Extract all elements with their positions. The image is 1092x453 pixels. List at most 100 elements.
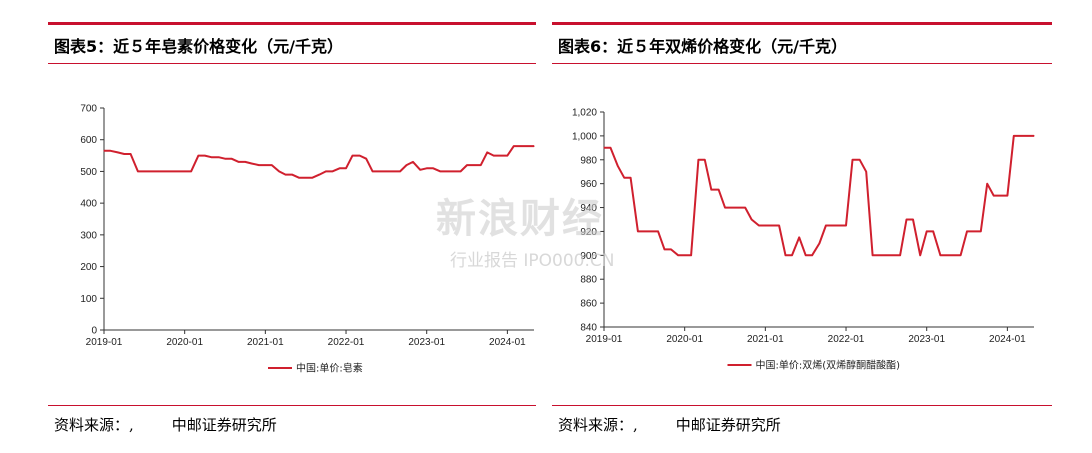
series-line [104,145,534,179]
data-point [791,254,793,256]
x-tick-label: 2019-01 [586,334,623,345]
data-point [452,170,454,172]
data-point [365,158,367,160]
data-point [663,248,666,250]
data-point [839,224,841,227]
y-tick-label: 860 [580,299,597,310]
data-point [204,155,206,157]
data-point [609,147,612,149]
data-point [778,224,780,227]
data-point [623,177,625,179]
data-point [805,254,807,256]
data-point [500,155,502,157]
x-tick-label: 2024-01 [489,337,526,348]
data-point [305,177,307,179]
series-line [604,134,1034,257]
data-point [865,171,867,173]
data-point [710,189,712,191]
x-tick-label: 2021-01 [247,337,284,348]
data-point [972,230,975,232]
data-point [291,174,293,176]
data-point [284,174,287,176]
y-tick-label: 940 [580,203,597,214]
data-point [1000,195,1002,197]
source-line: 资料来源：, 中邮证券研究所 [558,414,781,435]
data-point [460,170,462,172]
data-point [244,161,246,163]
data-point [379,170,381,172]
y-tick-label: 880 [580,275,597,286]
data-point [170,170,172,172]
data-point [218,156,220,158]
data-point [657,230,659,232]
data-point [825,224,827,227]
source-label: 资料来源：, [54,416,134,434]
data-point [980,230,982,232]
data-point [230,158,233,160]
source-org: 中邮证券研究所 [171,416,277,434]
data-point [439,170,441,172]
chart-area: 0 100 200 300 400 500 600 700 2019-01 2020-01 2021… [48,96,536,386]
data-point [271,164,273,166]
data-point [899,254,901,256]
data-point [724,207,726,209]
top-rule [552,22,1052,25]
data-point [798,236,800,238]
data-point [784,254,787,256]
data-point [392,170,394,172]
y-tick-label: 960 [580,179,597,190]
data-point [744,207,746,209]
y-tick-label: 600 [80,135,97,146]
data-point [533,145,535,147]
y-tick-label: 1,000 [572,131,597,142]
data-point [845,224,847,227]
top-rule [48,22,536,25]
data-point [697,159,699,161]
data-point [684,254,686,256]
data-point [157,170,159,172]
data-point [818,242,820,244]
line-chart-svg: 840 860 880 900 920 940 960 980 1,000 1,020 2019-0… [572,108,1035,372]
data-point [526,145,529,147]
data-point [932,230,934,232]
chart-area: 840 860 880 900 920 940 960 980 1,000 1,020 2019-0… [552,96,1052,386]
chart-panel-soap: 图表5：近５年皂素价格变化（元/千克） 0 100 200 300 400 500 600 7… [48,0,536,453]
chart-title: 图表6：近５年双烯价格变化（元/千克） [558,37,847,56]
data-point [264,164,266,166]
data-point [859,159,861,161]
x-tick-label: 2022-01 [828,334,865,345]
data-point [758,224,760,227]
data-point [351,155,354,157]
data-point [117,151,119,153]
source-org: 中邮证券研究所 [675,416,781,434]
data-point [637,230,639,232]
data-point [258,164,260,166]
source-rule [552,405,1052,406]
data-point [109,150,112,152]
data-point [1006,195,1008,197]
data-point [718,189,720,191]
data-point [224,158,226,160]
data-point [318,174,320,176]
data-point [960,254,962,256]
data-point [630,177,632,179]
data-point [1013,135,1015,137]
data-point [426,167,428,169]
data-point [446,170,448,172]
data-point [738,207,740,209]
chart-panel-diene: 图表6：近５年双烯价格变化（元/千克） 840 860 880 900 920 940 96… [552,0,1052,453]
data-point [1026,135,1029,137]
data-point [197,155,199,157]
data-point [331,170,333,172]
data-point [952,254,954,256]
data-point [677,254,679,256]
data-point [399,170,401,172]
data-point [872,254,874,256]
legend-label: 中国:单价:皂素 [296,362,363,375]
data-point [892,254,894,256]
data-point [325,170,327,172]
source-label: 资料来源：, [558,416,638,434]
title-rule [552,63,1052,64]
data-point [603,147,605,149]
data-point [919,254,921,256]
